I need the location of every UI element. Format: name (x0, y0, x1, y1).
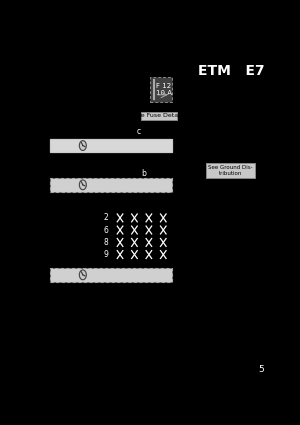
Circle shape (80, 270, 86, 280)
Text: 2: 2 (104, 213, 108, 222)
Text: c: c (136, 127, 141, 136)
Circle shape (80, 180, 86, 190)
Text: 9: 9 (103, 250, 108, 259)
Text: F 12: F 12 (156, 83, 171, 89)
Bar (50, 178, 172, 192)
Bar (141, 111, 177, 120)
Bar (50, 139, 172, 153)
Bar (150, 77, 172, 102)
Text: 6: 6 (103, 226, 108, 235)
Text: See Ground Dis-
tribution: See Ground Dis- tribution (208, 165, 253, 176)
Bar (206, 163, 255, 178)
Text: 10 A: 10 A (156, 91, 172, 96)
Text: 5: 5 (258, 366, 264, 374)
Text: See Fuse Details: See Fuse Details (133, 113, 185, 118)
Bar (50, 268, 172, 282)
Text: b: b (141, 169, 146, 178)
Circle shape (80, 141, 86, 150)
Text: 8: 8 (104, 238, 108, 247)
Text: ETM   E7: ETM E7 (198, 64, 264, 78)
